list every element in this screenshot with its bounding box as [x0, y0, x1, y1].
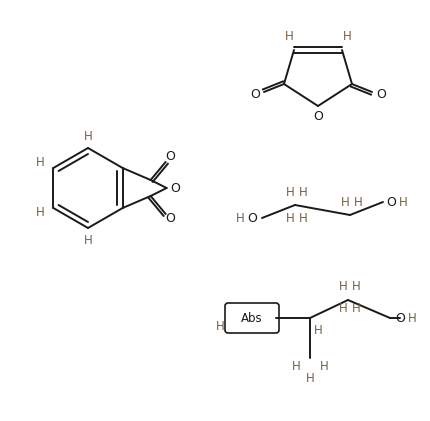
Text: H: H: [83, 234, 92, 247]
Text: H: H: [399, 195, 407, 208]
Text: O: O: [171, 181, 181, 195]
Text: H: H: [352, 280, 360, 293]
Text: H: H: [339, 280, 347, 293]
Text: H: H: [36, 206, 45, 219]
Text: O: O: [395, 312, 405, 325]
Text: H: H: [83, 130, 92, 142]
Text: O: O: [166, 150, 175, 163]
Text: H: H: [408, 312, 416, 325]
Text: H: H: [313, 323, 322, 336]
Text: H: H: [236, 211, 244, 224]
Text: H: H: [339, 301, 347, 314]
Text: O: O: [386, 195, 396, 208]
Text: H: H: [306, 371, 314, 384]
Text: H: H: [292, 360, 301, 373]
Text: H: H: [215, 320, 224, 333]
Text: H: H: [298, 186, 307, 198]
Text: O: O: [313, 109, 323, 123]
Text: H: H: [286, 211, 295, 224]
Text: H: H: [285, 30, 293, 43]
Text: H: H: [319, 360, 329, 373]
Text: H: H: [298, 211, 307, 224]
Text: Abs: Abs: [241, 312, 263, 325]
Text: O: O: [166, 213, 175, 226]
Text: H: H: [343, 30, 351, 43]
Text: H: H: [353, 195, 362, 208]
FancyBboxPatch shape: [225, 303, 279, 333]
Text: O: O: [376, 88, 386, 101]
Text: H: H: [286, 186, 295, 198]
Text: H: H: [341, 195, 349, 208]
Text: H: H: [352, 301, 360, 314]
Text: O: O: [247, 211, 257, 224]
Text: H: H: [36, 157, 45, 170]
Text: O: O: [250, 88, 260, 101]
